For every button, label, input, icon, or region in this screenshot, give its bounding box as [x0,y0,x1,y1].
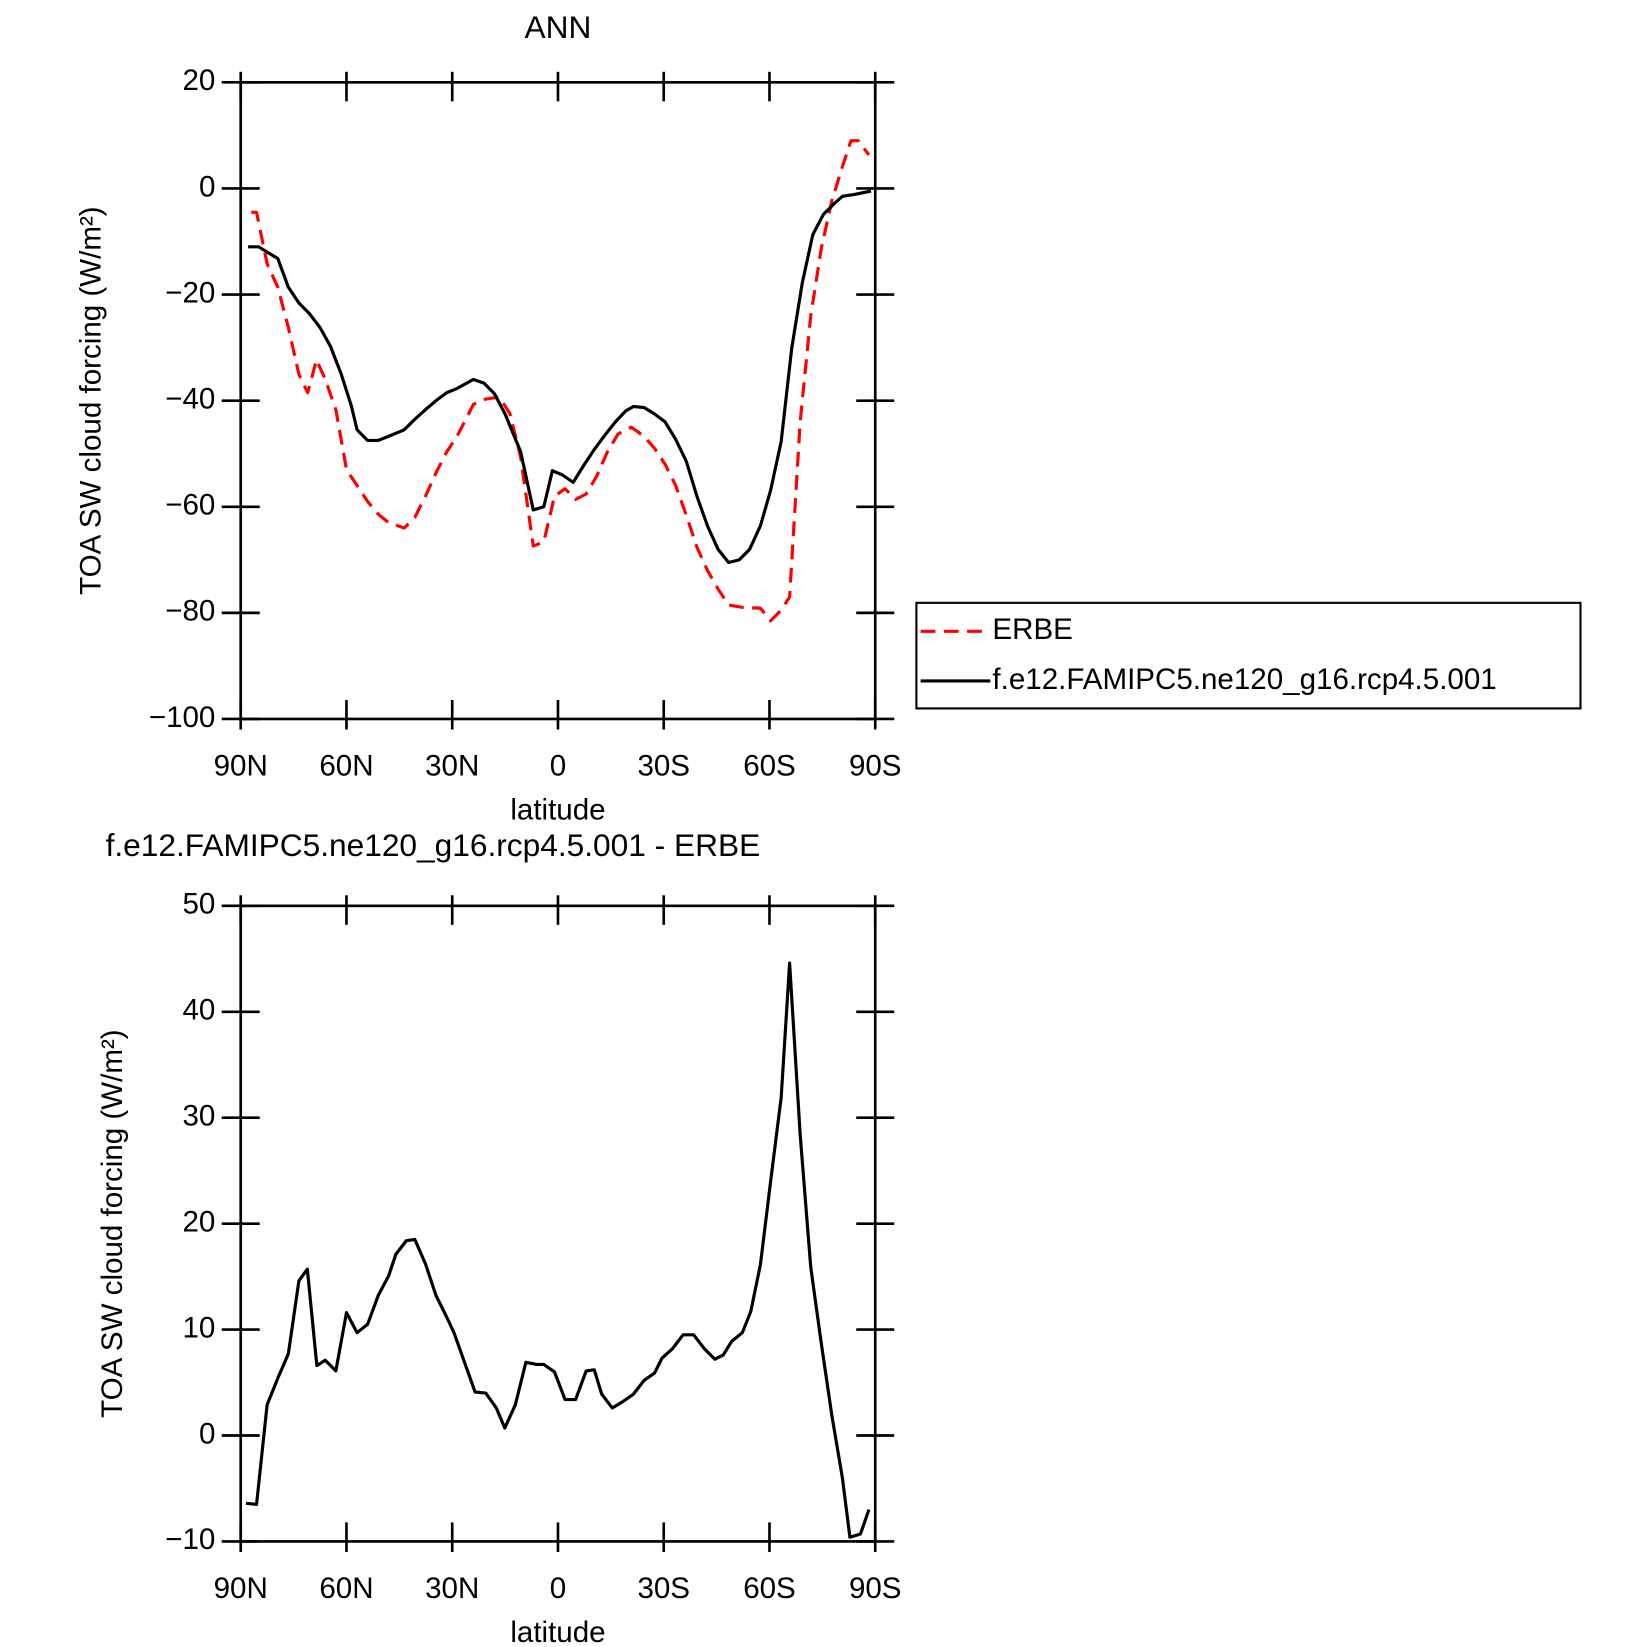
y-tick-label: 20 [183,1205,216,1238]
y-axis-label: TOA SW cloud forcing (W/m²) [96,1029,129,1418]
y-tick-label: 40 [183,994,216,1027]
x-tick-label: 30N [425,1572,479,1605]
y-tick-label: −40 [165,382,215,415]
x-tick-label: 30N [425,749,479,782]
x-tick-label: 0 [550,1572,566,1605]
x-axis-label: latitude [510,1616,605,1647]
data-line [248,189,872,565]
y-tick-label: −100 [149,701,216,734]
chart-title: ANN [525,9,592,45]
y-axis-label: TOA SW cloud forcing (W/m²) [75,206,108,595]
x-tick-label: 60N [319,749,373,782]
x-tick-label: 90N [214,749,268,782]
x-tick-label: 30S [637,1572,690,1605]
y-tick-label: 0 [199,1417,215,1450]
y-tick-label: −10 [165,1523,215,1556]
x-tick-label: 90S [849,749,902,782]
x-tick-label: 60S [743,749,796,782]
legend-label: f.e12.FAMIPC5.ne120_g16.rcp4.5.001 [992,663,1496,696]
x-tick-label: 0 [550,749,566,782]
x-axis-label: latitude [510,794,605,827]
plot-frame [239,81,877,721]
y-tick-label: 50 [183,888,216,921]
y-tick-label: 30 [183,1100,216,1133]
x-tick-label: 30S [637,749,690,782]
y-tick-label: −20 [165,276,215,309]
x-tick-label: 60S [743,1572,796,1605]
y-tick-label: 10 [183,1311,216,1344]
data-line [251,139,871,623]
y-tick-label: −80 [165,595,215,628]
chart-title: f.e12.FAMIPC5.ne120_g16.rcp4.5.001 - ERB… [106,827,761,863]
x-tick-label: 60N [319,1572,373,1605]
legend-box [915,601,1582,710]
y-tick-label: 20 [183,64,216,97]
data-line [245,961,871,1539]
legend: ERBE f.e12.FAMIPC5.ne120_g16.rcp4.5.001 [915,601,1582,710]
x-tick-label: 90N [214,1572,268,1605]
plot-frame [239,904,877,1543]
x-tick-label: 90S [849,1572,902,1605]
legend-label: ERBE [992,613,1072,646]
y-tick-label: 0 [199,170,215,203]
y-tick-label: −60 [165,489,215,522]
